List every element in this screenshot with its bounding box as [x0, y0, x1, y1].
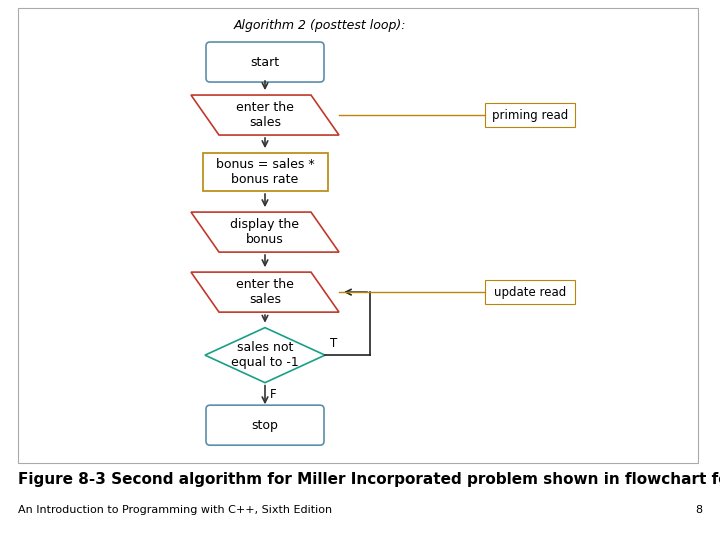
Text: bonus = sales *
bonus rate: bonus = sales * bonus rate: [216, 158, 315, 186]
Text: display the
bonus: display the bonus: [230, 218, 300, 246]
Text: 8: 8: [695, 505, 702, 515]
Text: stop: stop: [251, 418, 279, 431]
Text: An Introduction to Programming with C++, Sixth Edition: An Introduction to Programming with C++,…: [18, 505, 332, 515]
FancyBboxPatch shape: [206, 405, 324, 445]
Polygon shape: [191, 212, 339, 252]
Text: Figure 8-3 Second algorithm for Miller Incorporated problem shown in flowchart f: Figure 8-3 Second algorithm for Miller I…: [18, 472, 720, 487]
Text: enter the
sales: enter the sales: [236, 278, 294, 306]
Bar: [485, 280, 575, 304]
Text: enter the
sales: enter the sales: [236, 101, 294, 129]
Text: priming read: priming read: [492, 109, 568, 122]
Bar: [485, 103, 575, 127]
FancyBboxPatch shape: [206, 42, 324, 82]
Bar: [202, 153, 328, 191]
Polygon shape: [191, 95, 339, 135]
Text: sales not
equal to -1: sales not equal to -1: [231, 341, 299, 369]
Text: T: T: [330, 337, 337, 350]
Text: F: F: [270, 388, 276, 401]
Text: start: start: [251, 56, 279, 69]
Text: Algorithm 2 (posttest loop):: Algorithm 2 (posttest loop):: [234, 18, 406, 31]
Polygon shape: [191, 272, 339, 312]
Text: update read: update read: [494, 286, 566, 299]
Polygon shape: [205, 328, 325, 383]
